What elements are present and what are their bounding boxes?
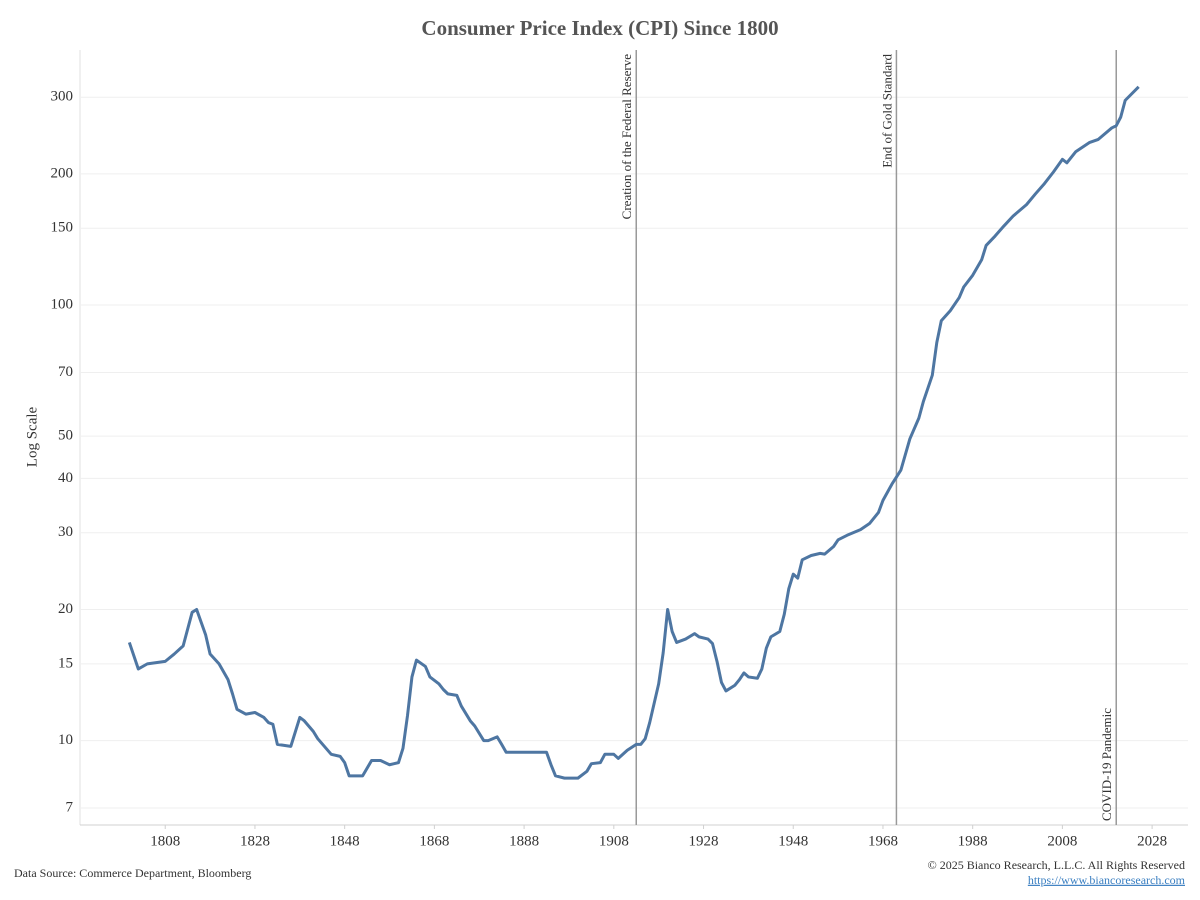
x-tick-label: 1848 xyxy=(330,833,360,849)
y-axis-label: Log Scale xyxy=(24,406,40,467)
x-tick-label: 2028 xyxy=(1137,833,1167,849)
y-tick-label: 30 xyxy=(58,524,73,540)
chart-title: Consumer Price Index (CPI) Since 1800 xyxy=(421,16,778,40)
y-tick-label: 70 xyxy=(58,364,73,380)
event-label: Creation of the Federal Reserve xyxy=(619,54,634,220)
x-tick-label: 2008 xyxy=(1047,833,1077,849)
y-tick-label: 300 xyxy=(51,89,74,105)
cpi-line xyxy=(127,85,1140,780)
x-tick-label: 1928 xyxy=(689,833,719,849)
x-tick-label: 1888 xyxy=(509,833,539,849)
y-tick-label: 20 xyxy=(58,601,73,617)
y-tick-label: 40 xyxy=(58,470,73,486)
x-tick-label: 1968 xyxy=(868,833,898,849)
copyright: © 2025 Bianco Research, L.L.C. All Right… xyxy=(928,858,1185,872)
y-tick-label: 150 xyxy=(51,220,74,236)
y-tick-label: 200 xyxy=(51,165,74,181)
x-tick-label: 1828 xyxy=(240,833,270,849)
x-tick-label: 1948 xyxy=(778,833,808,849)
source-note: Data Source: Commerce Department, Bloomb… xyxy=(14,866,251,880)
event-label: COVID-19 Pandemic xyxy=(1099,708,1114,821)
event-label: End of Gold Standard xyxy=(879,54,894,168)
x-tick-label: 1808 xyxy=(150,833,180,849)
x-tick-label: 1988 xyxy=(958,833,988,849)
x-tick-label: 1908 xyxy=(599,833,629,849)
y-tick-label: 100 xyxy=(51,296,74,312)
y-tick-label: 7 xyxy=(66,799,74,815)
y-tick-label: 10 xyxy=(58,732,73,748)
x-tick-label: 1868 xyxy=(419,833,449,849)
url-link[interactable]: https://www.biancoresearch.com xyxy=(1028,873,1186,887)
y-tick-label: 15 xyxy=(58,655,73,671)
y-tick-label: 50 xyxy=(58,428,73,444)
